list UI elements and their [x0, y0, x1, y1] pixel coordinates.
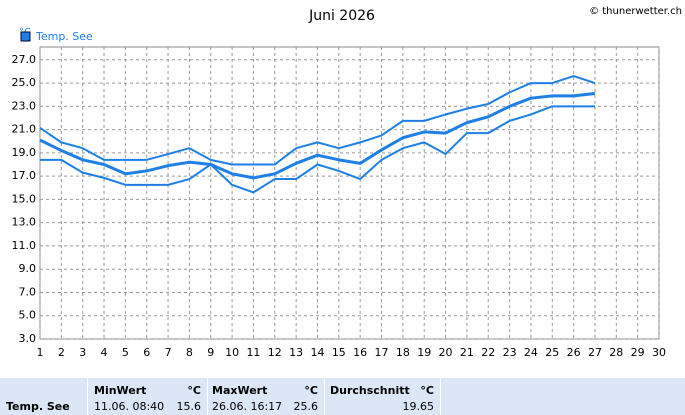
x-tick-label: 14 [310, 346, 324, 359]
y-tick-label: 11.0 [12, 239, 37, 252]
y-tick-label: 3.0 [19, 332, 37, 345]
min-cell: MinWert °C 11.06. 08:40 15.6 [88, 378, 208, 415]
chart-title: Juni 2026 [308, 8, 375, 24]
max-cell: MaxWert °C 26.06. 16:17 25.6 [208, 378, 325, 415]
x-tick-label: 30 [652, 346, 666, 359]
x-tick-label: 5 [122, 346, 129, 359]
y-tick-label: 23.0 [12, 99, 37, 112]
legend-swatch [20, 31, 31, 42]
cell-text: 25.6 [293, 400, 319, 413]
chart: Juni 2026 © thunerwetter.ch °C 3.05.07.0… [12, 6, 683, 359]
cell-text: 19.65 [402, 400, 435, 413]
x-tick-label: 22 [481, 346, 495, 359]
y-tick-label: 17.0 [12, 169, 37, 182]
x-tick-label: 3 [79, 346, 86, 359]
x-tick-label: 2 [58, 346, 65, 359]
y-tick-label: 15.0 [12, 192, 37, 205]
x-tick-label: 20 [439, 346, 453, 359]
x-tick-label: 15 [332, 346, 346, 359]
x-tick-label: 19 [417, 346, 431, 359]
x-tick-label: 7 [165, 346, 172, 359]
y-tick-label: 5.0 [19, 309, 37, 322]
x-tick-label: 23 [503, 346, 517, 359]
plot-area [39, 46, 660, 340]
row-label-cell: Temp. See [0, 378, 88, 415]
x-tick-label: 17 [375, 346, 389, 359]
series-line [39, 92, 596, 180]
header: MaxWert [212, 384, 268, 397]
x-tick-label: 24 [524, 346, 538, 359]
x-tick-label: 29 [631, 346, 645, 359]
x-tick-label: 27 [588, 346, 602, 359]
y-tick-label: 7.0 [19, 285, 37, 298]
x-tick-label: 11 [246, 346, 260, 359]
legend-label: Temp. See [35, 30, 93, 43]
x-tick-label: 28 [609, 346, 623, 359]
x-tick-label: 12 [268, 346, 282, 359]
x-tick-label: 1 [37, 346, 44, 359]
cell-text: 11.06. 08:40 [94, 400, 165, 413]
y-tick-label: 9.0 [19, 262, 37, 275]
y-tick-label: 21.0 [12, 123, 37, 136]
row-label: Temp. See [6, 400, 70, 413]
x-tick-label: 26 [567, 346, 581, 359]
avg-cell: Durchschnitt °C 19.65 [325, 378, 441, 415]
y-tick-label: 25.0 [12, 76, 37, 89]
header: °C [187, 384, 201, 397]
series-line [40, 105, 595, 194]
stats-table: Temp. See MinWert °C 11.06. 08:40 15.6 M… [0, 378, 685, 415]
x-tick-label: 25 [545, 346, 559, 359]
y-tick-label: 27.0 [12, 53, 37, 66]
cell-text: 15.6 [176, 400, 202, 413]
header: Durchschnitt [330, 384, 410, 397]
series-line [39, 75, 596, 166]
x-tick-label: 16 [353, 346, 367, 359]
y-tick-label: 13.0 [12, 216, 37, 229]
x-tick-label: 18 [396, 346, 410, 359]
credit: © thunerwetter.ch [589, 6, 682, 17]
x-tick-label: 8 [186, 346, 193, 359]
x-tick-label: 6 [143, 346, 150, 359]
header: °C [304, 384, 318, 397]
x-tick-label: 13 [289, 346, 303, 359]
cell-text: 26.06. 16:17 [212, 400, 283, 413]
x-tick-label: 4 [101, 346, 108, 359]
x-tick-label: 10 [225, 346, 239, 359]
header: °C [420, 384, 434, 397]
header: MinWert [94, 384, 147, 397]
x-tick-label: 9 [207, 346, 214, 359]
x-tick-label: 21 [460, 346, 474, 359]
y-tick-label: 19.0 [12, 146, 37, 159]
